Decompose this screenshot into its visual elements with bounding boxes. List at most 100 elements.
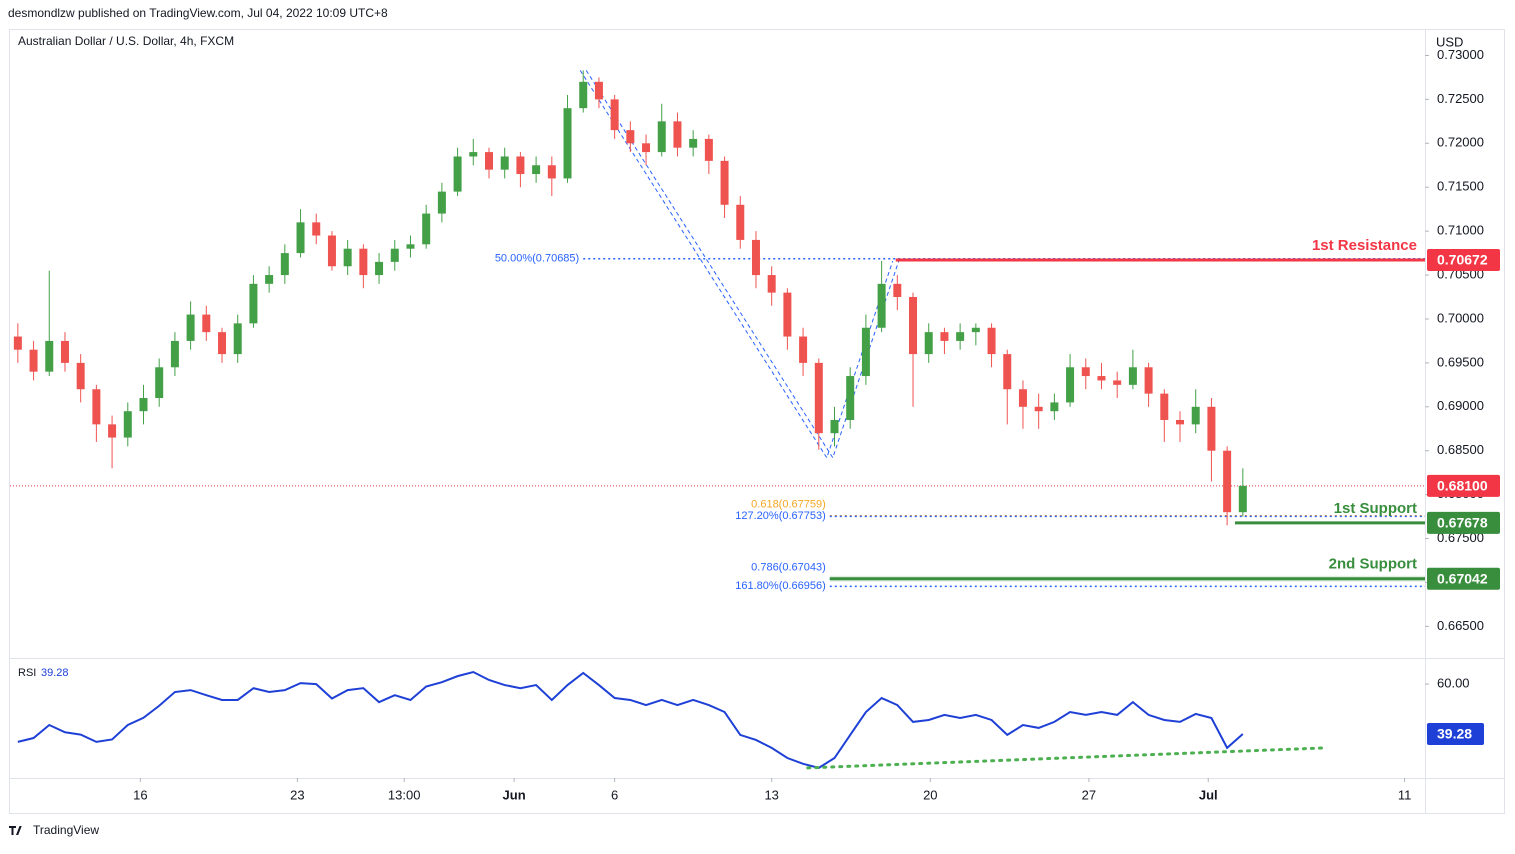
rsi-y-tick-label: 60.00 [1437,676,1470,691]
candle-body [1238,485,1247,513]
candle-body [1128,367,1137,385]
candle-body [956,332,965,341]
candle-body [720,160,729,205]
candle-body [186,314,195,341]
candle-body [830,419,839,434]
candle-body [547,165,556,179]
candle-body [877,283,886,328]
y-tick-label: 0.73000 [1437,47,1484,62]
x-tick-label: Jul [1199,787,1218,802]
candle-body [437,191,446,214]
candle-body [375,261,384,276]
candle-body [453,156,462,192]
y-tick-label: 0.69000 [1437,398,1484,413]
symbol-title: Australian Dollar / U.S. Dollar, 4h, FXC… [18,34,234,48]
current-price-tag-label: 0.68100 [1437,478,1488,494]
rsi-title: RSI [18,667,36,679]
candle-body [1191,406,1200,425]
candle-body [13,336,22,350]
fib-trend-line [579,70,894,459]
candle-body [422,213,431,245]
candle-body [343,248,352,267]
candle-body [657,121,666,153]
candle-body [704,138,713,161]
candle-body [626,130,635,144]
candle-body [202,314,211,333]
y-tick-label: 0.72500 [1437,91,1484,106]
candle-body [861,327,870,377]
candle-body [60,340,69,363]
candle-body [390,248,399,262]
current-price-tag [1427,474,1500,497]
x-tick-label: 13 [764,787,778,802]
candle-body [233,323,242,355]
x-tick-label: 6 [611,787,618,802]
candle-body [249,283,258,324]
x-tick-label: 27 [1082,787,1096,802]
rsi-trendline [806,746,1326,770]
candle-body [1113,380,1122,385]
rsi-value-tag [1427,722,1484,745]
brand-logo: TradingView [9,823,99,837]
candle-body [484,152,493,170]
x-tick-label: 20 [923,787,937,802]
candle-body [1160,393,1169,420]
rsi-line [17,670,1244,769]
candle-body [359,248,368,276]
candle-body [783,292,792,337]
candle-body [987,327,996,355]
candle-body [327,235,336,267]
candle-body [940,332,949,341]
x-tick-label: 23 [290,787,304,802]
fib-level-label: 0.786(0.67043) [751,562,826,574]
rsi-value: 39.28 [41,667,69,679]
candle-body [29,349,38,372]
level-name: 2nd Support [1329,556,1417,573]
level-price-tag-label: 0.67678 [1437,515,1488,531]
y-tick-label: 0.69500 [1437,354,1484,369]
candle-body [406,244,415,249]
level-price-tag-label: 0.67042 [1437,570,1488,586]
candle-body [45,340,54,372]
candle-body [1097,376,1106,381]
currency-label: USD [1436,34,1463,49]
rsi-value-tag-label: 39.28 [1437,726,1472,742]
candle-body [516,156,525,175]
level-price-tag [1427,248,1500,271]
candle-body [924,332,933,355]
candle-body [909,297,918,355]
candle-body [610,99,619,131]
candle-body [296,222,305,254]
candle-body [532,165,541,175]
y-tick-label: 0.66500 [1437,618,1484,633]
y-tick-label: 0.68500 [1437,442,1484,457]
level-price-tag [1427,511,1500,534]
candle-body [1081,367,1090,377]
candle-body [92,389,101,425]
candle-body [1207,406,1216,451]
candle-body [1223,450,1232,513]
candle-body [1066,367,1075,403]
candle-body [814,362,823,434]
candle-body [1018,389,1027,407]
y-tick-label: 0.70000 [1437,310,1484,325]
frame [9,29,1505,814]
candle-body [689,138,698,148]
candle-body [1176,419,1185,425]
candle-body [971,327,980,333]
candle-body [76,362,85,390]
price-pane: 50.00%(0.70685) 0.618(0.67759)127.20%(0.6… [10,70,1425,592]
candle-body [751,239,760,276]
candle-body [280,253,289,276]
x-tick-label: 16 [133,787,147,802]
level-price-tag [1427,567,1500,590]
fib-trend-line [585,70,900,459]
y-tick-label: 0.72000 [1437,135,1484,150]
candle-body [139,398,148,412]
candle-body [155,367,164,399]
candle-body [500,156,509,170]
fib-level-label: 161.80%(0.66956) [735,580,826,592]
